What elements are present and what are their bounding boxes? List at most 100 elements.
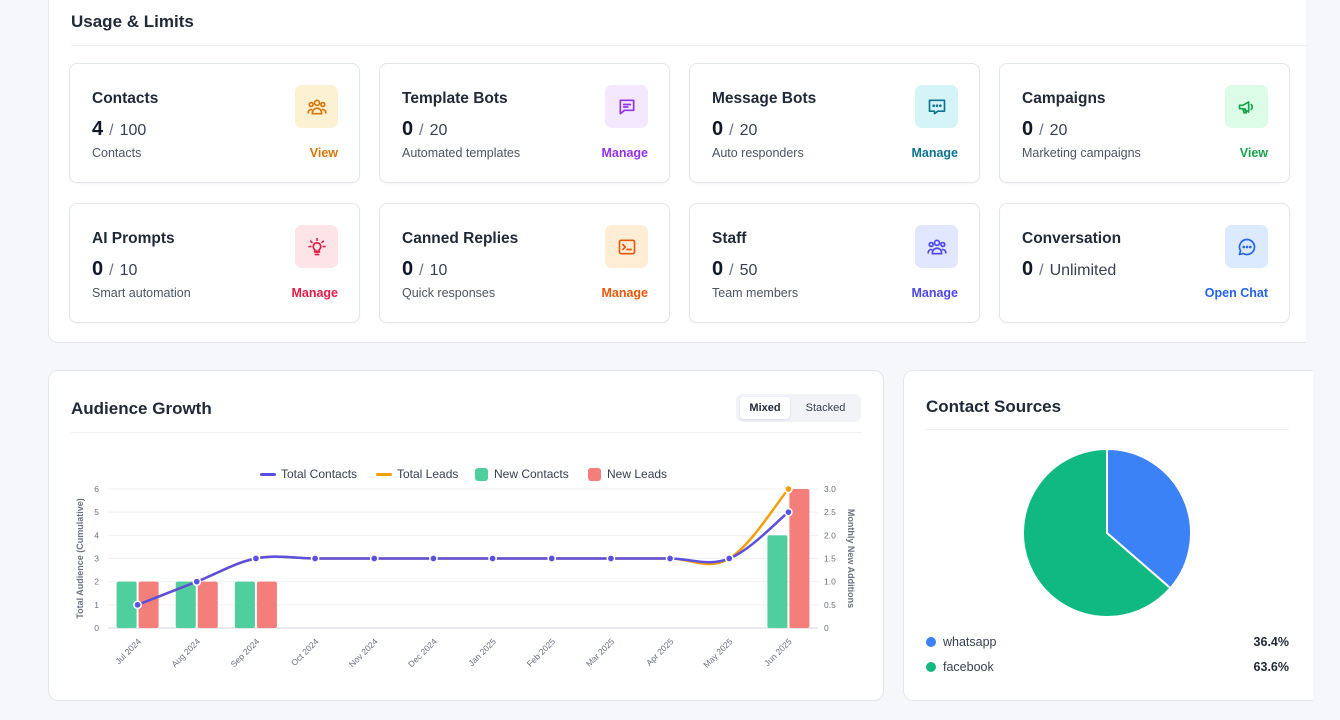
contact-sources-pie [1022, 447, 1192, 618]
legend-new-leads[interactable]: New Leads [588, 467, 667, 481]
manage-ai-prompts-link[interactable]: Manage [291, 286, 338, 300]
bar-new-leads [197, 581, 218, 628]
x-tick-label: Jan 2025 [466, 636, 498, 668]
manage-staff-link[interactable]: Manage [911, 286, 958, 300]
audience-growth-panel: Audience Growth Mixed Stacked Total Cont… [48, 370, 884, 701]
used-count: 0 [92, 258, 104, 280]
users-icon [295, 85, 338, 128]
y2-tick-label: 1.5 [824, 554, 836, 564]
point-total-contacts [488, 554, 497, 563]
card-ai-prompts: AI Prompts 0/10 Smart automation Manage [69, 203, 360, 323]
divider [926, 429, 1289, 430]
card-title: Staff [712, 230, 747, 247]
card-title: Message Bots [712, 90, 817, 107]
legend-total-contacts[interactable]: Total Contacts [260, 467, 357, 481]
point-total-leads [784, 484, 793, 494]
card-subtitle: Auto responders [712, 146, 804, 160]
chat-dots-icon [915, 85, 958, 128]
card-subtitle: Contacts [92, 146, 142, 160]
card-title: AI Prompts [92, 230, 175, 247]
y2-tick-label: 2.5 [824, 507, 836, 517]
y2-tick-label: 2.0 [824, 530, 836, 540]
point-total-contacts [606, 554, 616, 563]
manage-message-bots-link[interactable]: Manage [911, 146, 958, 160]
limit-count: 20 [1049, 122, 1068, 139]
card-subtitle: Smart automation [92, 286, 191, 300]
card-title: Conversation [1022, 230, 1122, 247]
card-subtitle: Marketing campaigns [1022, 146, 1141, 160]
divider [71, 432, 862, 433]
x-tick-label: Apr 2025 [644, 636, 676, 668]
manage-template-bots-link[interactable]: Manage [601, 146, 648, 160]
y-tick-label: 4 [94, 530, 99, 540]
divider [71, 45, 1307, 46]
card-message-bots: Message Bots 0/20 Auto responders Manage [689, 63, 980, 183]
point-total-contacts [547, 554, 557, 563]
limit-count: Unlimited [1049, 262, 1117, 279]
y2-axis-title: Monthly New Additions [846, 509, 856, 608]
chart-mode-toggle: Mixed Stacked [736, 394, 861, 422]
y2-tick-label: 0 [824, 623, 829, 633]
view-contacts-link[interactable]: View [309, 146, 338, 160]
point-total-contacts [369, 554, 379, 563]
source-percent: 63.6% [1253, 660, 1289, 674]
legend-swatch [588, 467, 601, 481]
pie-slice-facebook [1022, 447, 1172, 618]
mixed-toggle-button[interactable]: Mixed [740, 397, 790, 419]
used-count: 0 [402, 258, 414, 280]
x-tick-label: Jul 2024 [113, 636, 143, 666]
source-name: whatsapp [943, 635, 997, 649]
legend-dot [926, 637, 936, 647]
legend-swatch [376, 472, 392, 476]
used-count: 0 [402, 118, 414, 140]
used-count: 4 [92, 118, 104, 140]
point-total-contacts [429, 554, 438, 563]
card-contacts: Contacts 4/100 Contacts View [69, 63, 360, 183]
view-campaigns-link[interactable]: View [1239, 146, 1268, 160]
bar-new-contacts [234, 581, 255, 628]
y-tick-label: 3 [94, 554, 99, 564]
card-title: Contacts [92, 90, 159, 107]
used-count: 0 [1022, 118, 1034, 140]
team-icon [915, 225, 958, 268]
limit-count: 50 [739, 262, 758, 279]
contact-sources-panel: Contact Sources whatsapp 36.4% facebook … [903, 370, 1313, 701]
source-percent: 36.4% [1253, 635, 1289, 649]
limit-count: 10 [119, 262, 138, 279]
card-count: 0/20 [712, 118, 758, 140]
x-tick-label: Feb 2025 [525, 636, 558, 669]
manage-canned-replies-link[interactable]: Manage [601, 286, 648, 300]
point-total-contacts [784, 507, 793, 517]
pie-slice-whatsapp [1106, 447, 1192, 590]
card-canned-replies: Canned Replies 0/10 Quick responses Mana… [379, 203, 670, 323]
y2-tick-label: 1.0 [824, 577, 836, 587]
megaphone-icon [1225, 85, 1268, 128]
stacked-toggle-button[interactable]: Stacked [805, 402, 846, 414]
card-count: 0/Unlimited [1022, 258, 1117, 280]
bar-new-contacts [116, 581, 137, 628]
audience-growth-chart: 0 1 2 3 4 5 6 0 0.5 1.0 1.5 2.0 2.5 3.0 Total Audience… [75, 484, 856, 670]
point-total-contacts [251, 554, 261, 563]
card-title: Canned Replies [402, 230, 519, 247]
bar-new-leads [789, 489, 810, 628]
y-tick-label: 1 [94, 600, 99, 610]
x-tick-label: Jun 2025 [762, 636, 794, 668]
open-chat-link[interactable]: Open Chat [1204, 286, 1268, 300]
card-subtitle: Automated templates [402, 146, 521, 160]
used-count: 0 [1022, 258, 1034, 280]
y-tick-label: 6 [94, 484, 99, 494]
legend-new-contacts[interactable]: New Contacts [475, 467, 569, 481]
card-title: Template Bots [402, 90, 508, 107]
limit-count: 10 [429, 262, 448, 279]
limit-count: 20 [739, 122, 758, 139]
card-conversation: Conversation 0/Unlimited Open Chat [999, 203, 1290, 323]
x-tick-label: Oct 2024 [289, 636, 321, 668]
bar-new-contacts [175, 581, 196, 628]
point-total-contacts [192, 577, 202, 587]
legend-total-leads[interactable]: Total Leads [376, 467, 458, 481]
card-staff: Staff 0/50 Team members Manage [689, 203, 980, 323]
point-total-contacts [665, 554, 675, 563]
audience-growth-title: Audience Growth [71, 399, 212, 418]
legend-label: New Leads [607, 467, 668, 481]
x-tick-label: Nov 2024 [347, 636, 380, 669]
